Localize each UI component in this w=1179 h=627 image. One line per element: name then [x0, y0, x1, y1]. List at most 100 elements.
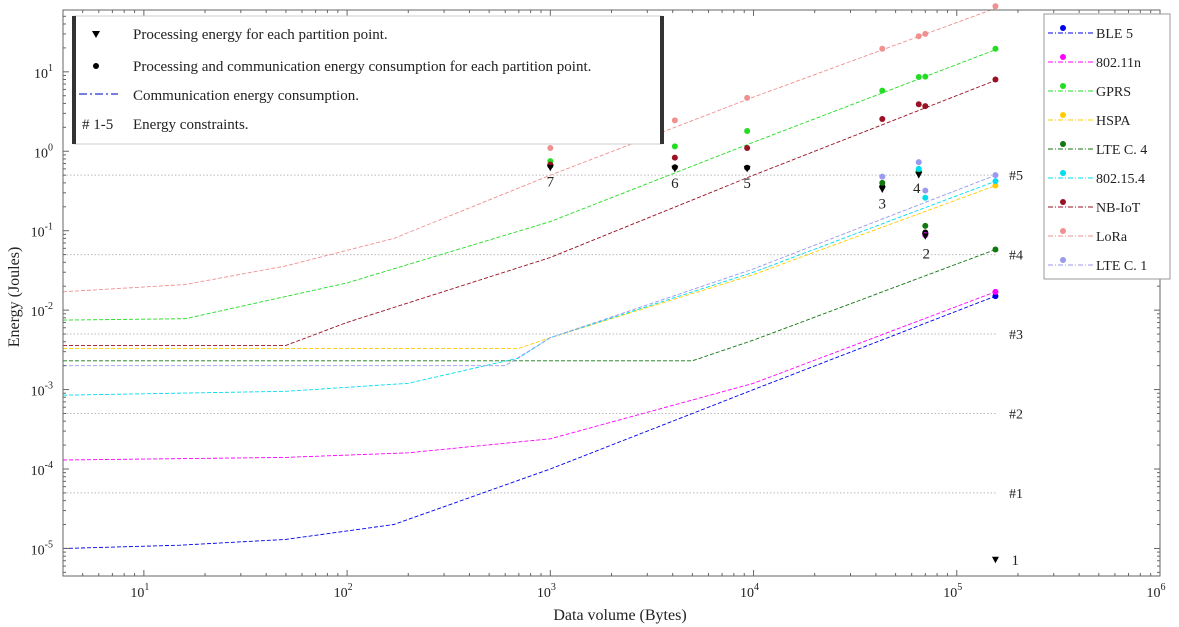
- data-point: [922, 187, 929, 194]
- data-point: [992, 3, 999, 10]
- legend-text: Processing and communication energy cons…: [133, 59, 591, 75]
- legend-series-name: LoRa: [1096, 230, 1128, 245]
- x-tick-label: 103: [537, 582, 556, 601]
- processing-energy-marker: [743, 165, 751, 173]
- y-tick-label: 101: [34, 63, 53, 82]
- legend-dot-swatch: [1060, 83, 1066, 89]
- legend-dot-swatch: [1060, 170, 1066, 176]
- processing-energy-marker: [915, 172, 923, 179]
- legend-dot-swatch: [1060, 257, 1066, 263]
- processing-energy-marker: [991, 556, 999, 564]
- data-point: [992, 288, 999, 295]
- data-point: [915, 33, 922, 40]
- series-line: [62, 7, 996, 293]
- legend-series-name: 802.15.4: [1096, 172, 1145, 187]
- data-point: [744, 144, 751, 151]
- y-tick-label: 100: [34, 142, 53, 161]
- series-line: [62, 295, 996, 549]
- constraint-lines: #1 #2 #3 #4 #5: [63, 169, 1023, 502]
- legend-dot-swatch: [1060, 112, 1066, 118]
- legend-symbol: # 1-5: [82, 117, 113, 133]
- series-line: [62, 180, 996, 396]
- processing-markers: 7 6 5 3 4 2 1: [546, 164, 1019, 569]
- data-point: [915, 74, 922, 81]
- data-point: [915, 165, 922, 172]
- data-point: [915, 159, 922, 166]
- data-point: [992, 76, 999, 83]
- constraint-label: #2: [1009, 407, 1023, 422]
- constraint-label: #5: [1009, 169, 1023, 184]
- data-point: [879, 45, 886, 52]
- series-line: [63, 249, 996, 362]
- x-tick-label: 101: [130, 582, 149, 601]
- processing-energy-marker: [878, 186, 886, 194]
- partition-label: 5: [743, 176, 751, 192]
- data-point: [547, 144, 554, 151]
- constraint-label: #3: [1009, 328, 1023, 343]
- partition-label: 7: [547, 175, 555, 191]
- data-point: [922, 103, 929, 110]
- data-point: [671, 154, 678, 161]
- legend-text: Energy constraints.: [133, 117, 249, 133]
- legend-dot-swatch: [1060, 141, 1066, 147]
- series-line: [62, 49, 996, 321]
- data-point: [671, 117, 678, 124]
- data-point: [922, 30, 929, 37]
- data-point: [992, 45, 999, 52]
- data-point: [992, 172, 999, 179]
- series-line: [62, 291, 996, 461]
- data-point: [992, 178, 999, 185]
- x-tick-label: 102: [334, 582, 353, 601]
- legend-dot-swatch: [1060, 228, 1066, 234]
- series-line: [63, 79, 996, 346]
- data-point: [992, 246, 999, 253]
- constraint-label: #4: [1009, 249, 1023, 264]
- legend-dot-swatch: [1060, 25, 1066, 31]
- constraint-label: #1: [1009, 487, 1023, 502]
- data-point: [922, 73, 929, 80]
- data-point: [879, 115, 886, 122]
- data-point: [879, 87, 886, 94]
- top-legend: Processing energy for each partition poi…: [72, 15, 664, 145]
- partition-label: 4: [913, 181, 921, 197]
- data-point: [915, 101, 922, 108]
- legend-dot-swatch: [1060, 54, 1066, 60]
- series-line: [63, 185, 996, 349]
- legend-series-name: BLE 5: [1096, 27, 1133, 42]
- legend-series-name: HSPA: [1096, 114, 1131, 129]
- series-lines: [62, 7, 996, 549]
- data-point: [992, 293, 999, 300]
- partition-label: 6: [671, 176, 679, 192]
- legend-series-name: GPRS: [1096, 85, 1131, 100]
- data-point: [671, 143, 678, 150]
- triangle-marker-icon: [92, 31, 100, 38]
- series-legend: BLE 5 802.11n GPRS HSPA LTE C. 4 802.15.4 NB-I…: [1043, 13, 1171, 280]
- x-tick-label: 105: [943, 582, 962, 601]
- legend-text: Communication energy consumption.: [133, 88, 359, 104]
- legend-series-name: LTE C. 1: [1096, 259, 1147, 274]
- y-axis-label: Energy (Joules): [6, 247, 23, 348]
- top-legend-box: [73, 15, 663, 145]
- y-tick-label: 10-4: [31, 460, 53, 479]
- processing-energy-marker: [546, 164, 554, 172]
- partition-label: 3: [879, 197, 887, 213]
- data-point: [879, 179, 886, 186]
- processing-energy-marker: [671, 165, 679, 173]
- x-axis-label: Data volume (Bytes): [553, 607, 686, 624]
- data-point: [922, 194, 929, 201]
- x-tick-label: 104: [740, 582, 759, 601]
- legend-text: Processing energy for each partition poi…: [133, 27, 388, 43]
- partition-label: 2: [923, 246, 931, 262]
- legend-series-name: LTE C. 4: [1096, 143, 1147, 158]
- legend-series-name: 802.11n: [1096, 56, 1141, 71]
- legend-dot-swatch: [1060, 199, 1066, 205]
- x-tick-label: 106: [1147, 582, 1166, 601]
- y-tick-label: 10-2: [31, 301, 53, 320]
- series-line: [63, 174, 996, 367]
- data-point: [922, 222, 929, 229]
- y-tick-label: 10-5: [31, 539, 53, 558]
- y-tick-label: 10-1: [31, 222, 53, 241]
- data-point: [744, 127, 751, 134]
- data-point: [744, 94, 751, 101]
